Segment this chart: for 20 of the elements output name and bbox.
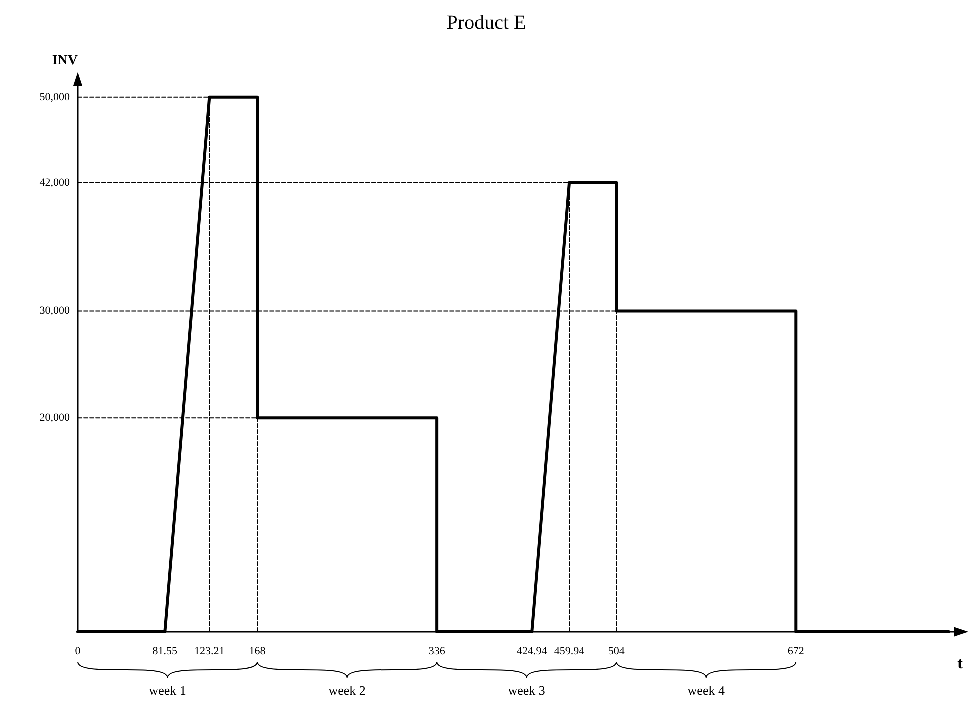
x-tick-label: 123.21 (194, 646, 225, 658)
x-tick-label: 424.94 (517, 646, 548, 658)
chart-title: Product E (446, 12, 526, 34)
text: week 1 (149, 683, 186, 698)
y-tick-label: 20,000 (40, 412, 70, 424)
x-tick-label: 0 (75, 646, 82, 658)
y-axis-title: INV (52, 54, 78, 68)
text: week 3 (508, 683, 546, 698)
x-tick-label: 459.94 (554, 646, 586, 658)
x-tick-label: 504 (608, 646, 626, 658)
x-tick-label: 672 (788, 646, 804, 658)
y-tick-label: 30,000 (40, 305, 70, 318)
x-tick-label: 81.55 (152, 646, 178, 658)
text: week 4 (688, 683, 726, 698)
y-tick-label: 50,000 (40, 91, 70, 104)
x-axis-title: t (958, 656, 964, 672)
text: week 2 (328, 683, 366, 698)
y-tick-label: 42,000 (40, 176, 70, 189)
x-tick-label: 168 (249, 646, 266, 658)
x-tick-label: 336 (428, 646, 446, 658)
